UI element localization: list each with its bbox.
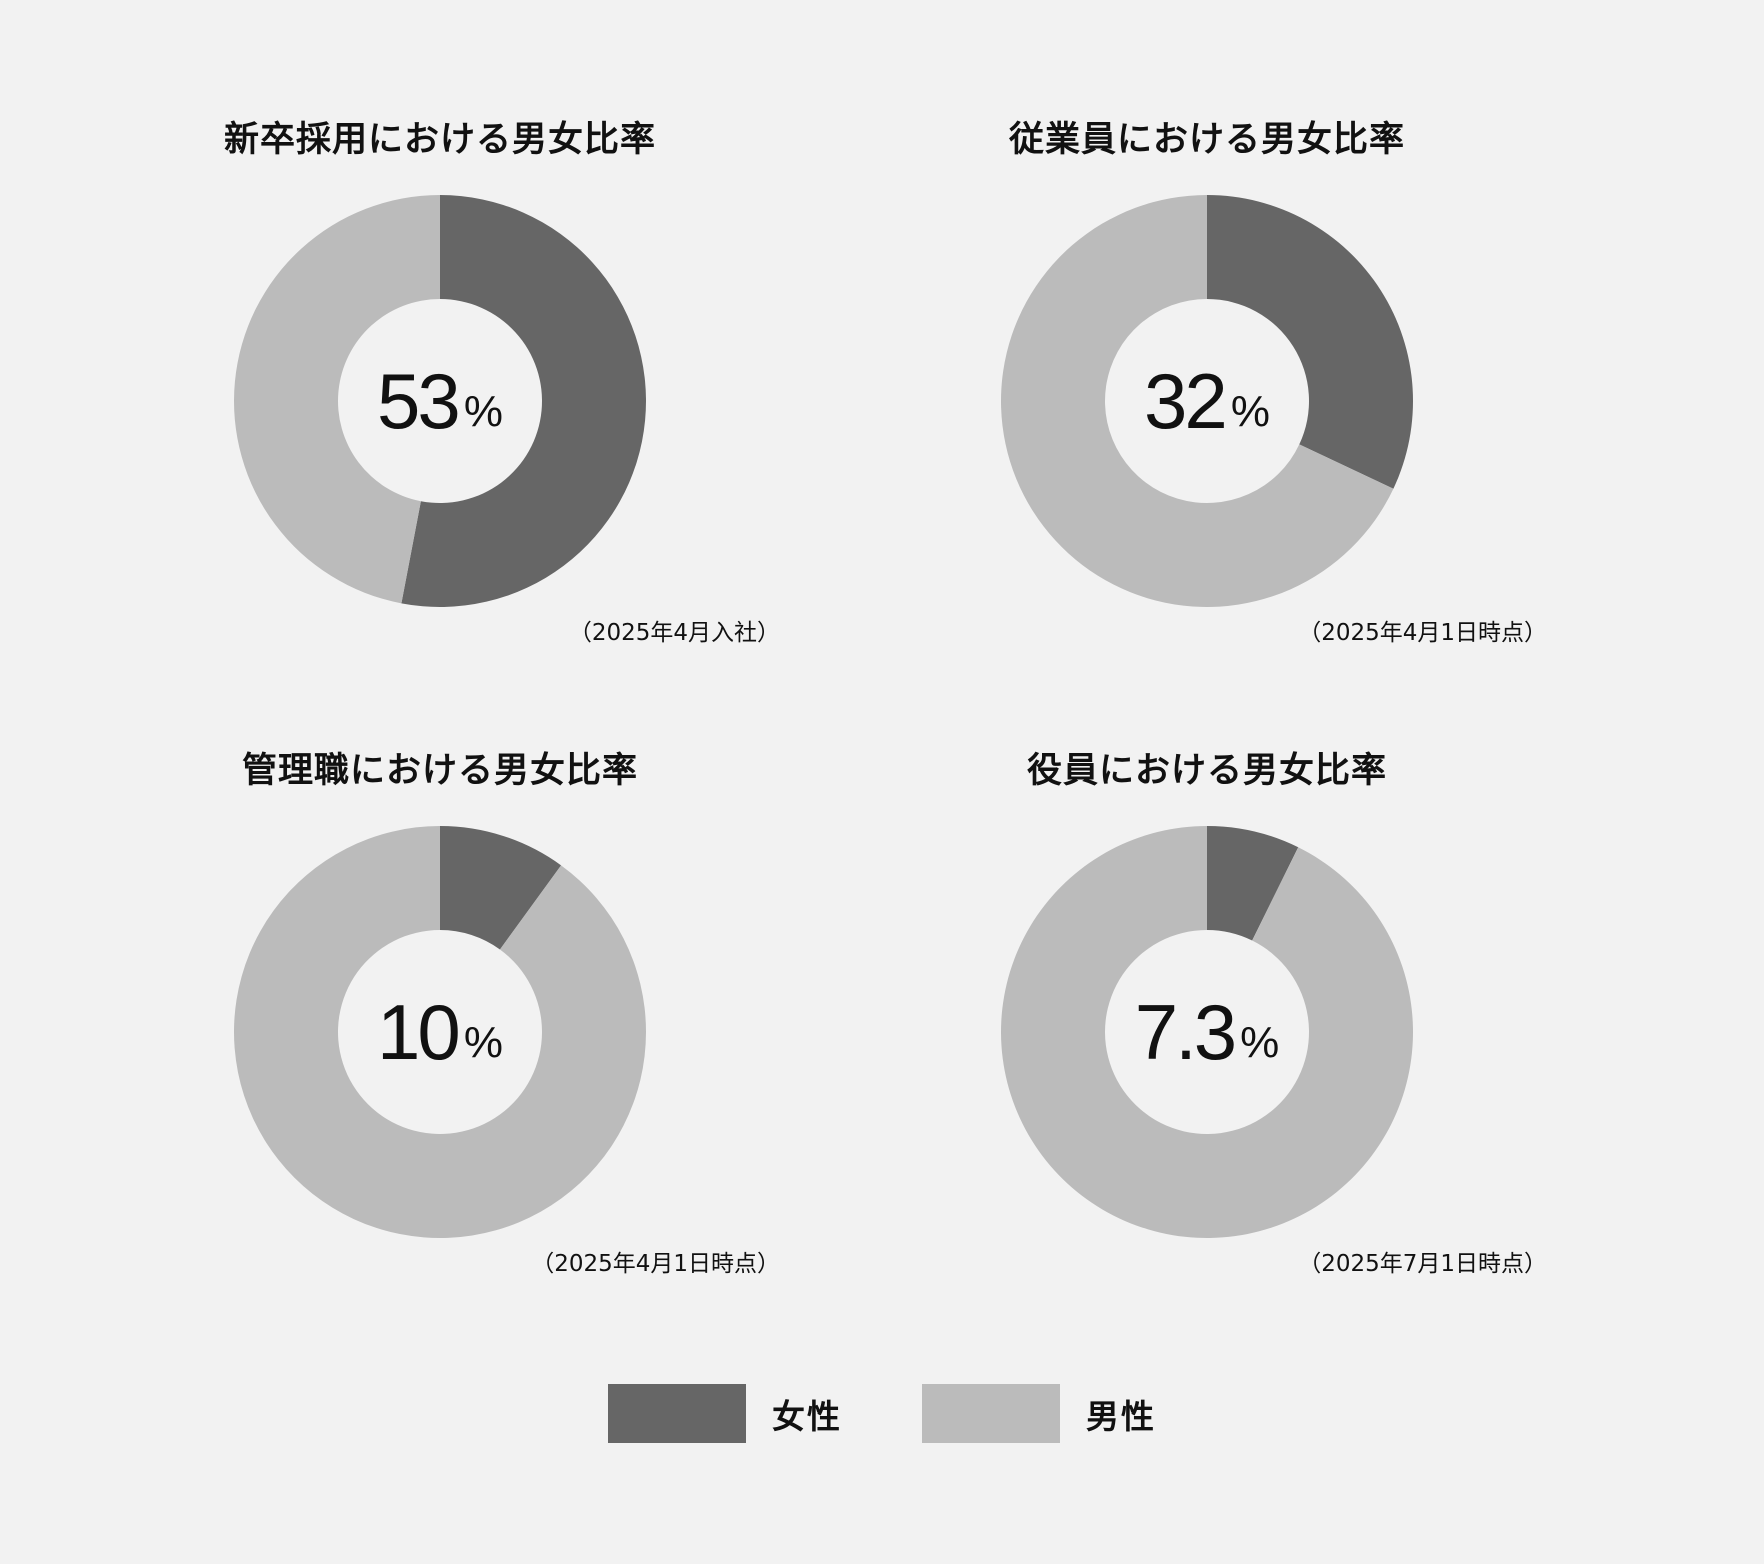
legend: 女性 男性	[608, 1384, 1236, 1443]
donut-chart-panel: 役員における男女比率 7.3% （2025年7月1日時点）	[867, 746, 1547, 1366]
chart-note: （2025年4月入社）	[568, 620, 780, 646]
donut-chart-panel: 新卒採用における男女比率 53% （2025年4月入社）	[100, 115, 780, 735]
chart-note: （2025年4月1日時点）	[531, 1251, 780, 1277]
chart-note: （2025年4月1日時点）	[1298, 620, 1547, 646]
legend-label-male: 男性	[1086, 1396, 1156, 1436]
legend-label-female: 女性	[772, 1396, 842, 1436]
donut-chart	[1001, 195, 1413, 607]
slice-female	[1207, 826, 1299, 941]
slice-male	[234, 195, 440, 604]
chart-note: （2025年7月1日時点）	[1298, 1251, 1547, 1277]
donut-chart	[234, 826, 646, 1238]
chart-title: 従業員における男女比率	[1008, 120, 1405, 160]
legend-swatch-male	[922, 1384, 1060, 1443]
donut-chart	[1001, 826, 1413, 1238]
donut-chart-panel: 管理職における男女比率 10% （2025年4月1日時点）	[100, 746, 780, 1366]
chart-title: 役員における男女比率	[1026, 751, 1387, 791]
slice-female	[440, 826, 562, 950]
chart-title: 新卒採用における男女比率	[223, 120, 656, 160]
chart-title: 管理職における男女比率	[241, 751, 638, 791]
slice-male	[1001, 826, 1413, 1238]
slice-male	[234, 826, 646, 1238]
slice-female	[1207, 195, 1413, 489]
slice-female	[401, 195, 646, 607]
donut-chart-panel: 従業員における男女比率 32% （2025年4月1日時点）	[867, 115, 1547, 735]
donut-chart	[234, 195, 646, 607]
slice-male	[1001, 195, 1394, 607]
legend-swatch-female	[608, 1384, 746, 1443]
